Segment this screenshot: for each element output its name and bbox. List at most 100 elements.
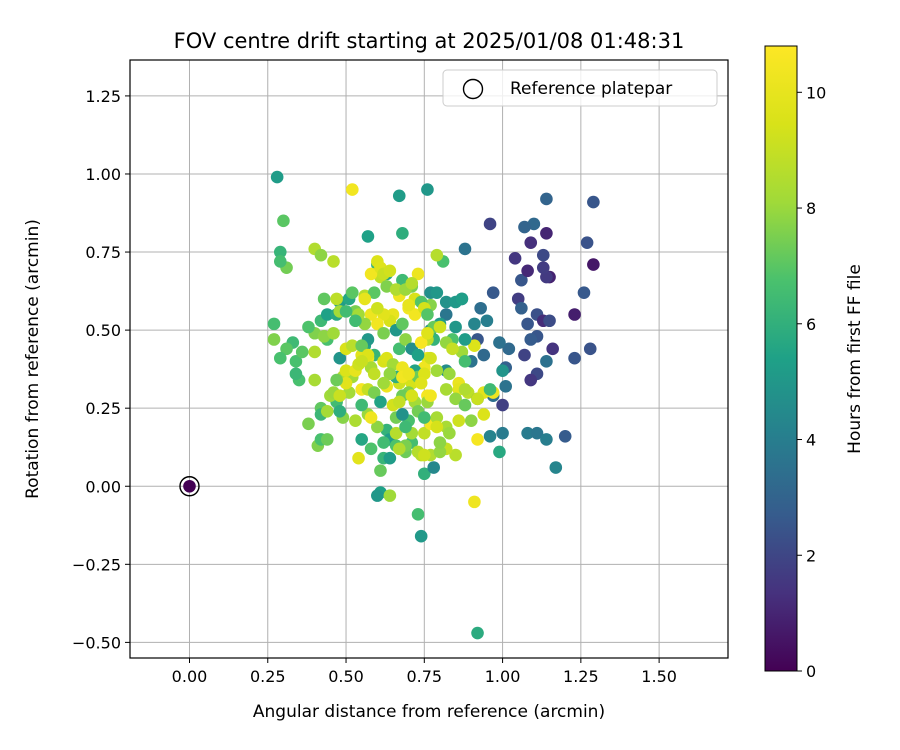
data-point: [477, 408, 491, 421]
data-point: [443, 426, 456, 440]
data-point: [314, 248, 328, 262]
data-point: [543, 314, 556, 328]
x-tick-label: 0.00: [172, 667, 208, 686]
x-tick-label: 1.00: [485, 667, 521, 686]
data-point: [418, 467, 431, 481]
data-point: [339, 364, 353, 378]
data-point: [302, 320, 315, 334]
data-point: [392, 395, 406, 409]
data-point: [480, 314, 494, 328]
data-point: [402, 367, 415, 381]
data-point: [367, 286, 381, 299]
y-tick-label: 0.00: [85, 477, 121, 496]
data-point: [458, 383, 472, 396]
data-point: [439, 295, 453, 309]
data-point: [402, 298, 415, 312]
plot-frame: [129, 59, 729, 659]
data-point: [483, 217, 497, 231]
data-point: [289, 355, 303, 368]
data-point: [421, 183, 434, 196]
colorbar-tick-label: 6: [806, 315, 816, 334]
data-point: [483, 383, 497, 396]
data-point: [452, 414, 466, 427]
data-point: [396, 227, 409, 240]
data-point: [367, 367, 381, 381]
data-point: [411, 348, 425, 362]
data-point: [424, 351, 437, 365]
data-point: [355, 398, 368, 412]
colorbar-tick-label: 4: [806, 431, 816, 450]
colorbar: 0 2 4 6 8 10 Hours from first FF file: [764, 45, 865, 681]
colorbar-ticks: 0 2 4 6 8 10: [797, 83, 826, 681]
data-point: [392, 442, 406, 456]
y-tick-label: 1.25: [85, 87, 121, 106]
legend-box: [442, 69, 718, 107]
x-axis-label: Angular distance from reference (arcmin): [253, 702, 605, 722]
data-point: [364, 411, 378, 424]
data-point: [549, 461, 563, 474]
data-point: [389, 283, 403, 296]
data-point: [508, 251, 522, 265]
data-point: [399, 333, 412, 346]
data-point: [377, 376, 390, 390]
data-point: [383, 264, 397, 278]
data-point: [333, 389, 347, 402]
data-point: [345, 339, 359, 353]
data-point: [458, 333, 472, 346]
data-point: [355, 433, 368, 446]
legend-label: Reference platepar: [510, 79, 672, 99]
data-point: [367, 386, 381, 399]
data-point: [364, 267, 378, 281]
x-tick-label: 1.50: [641, 667, 677, 686]
data-point: [433, 320, 447, 334]
data-point: [320, 308, 334, 321]
data-point: [383, 451, 397, 465]
x-tick-label: 1.25: [563, 667, 599, 686]
data-point: [443, 367, 456, 381]
data-point: [333, 405, 347, 418]
data-point: [317, 292, 331, 306]
data-point: [521, 264, 534, 278]
x-tick-label: 0.50: [328, 667, 364, 686]
data-point: [449, 320, 462, 334]
reference-point-ring: [179, 476, 200, 497]
data-point: [289, 367, 303, 381]
data-point: [396, 408, 409, 421]
data-point: [374, 464, 387, 477]
data-point: [320, 433, 334, 446]
data-point: [392, 342, 406, 356]
y-tick-label: 0.75: [85, 243, 121, 262]
data-point: [427, 461, 440, 474]
data-point: [302, 417, 315, 431]
reference-marker: [179, 476, 200, 497]
grid-lines: [130, 60, 728, 658]
data-point: [446, 342, 459, 356]
data-point: [371, 301, 384, 315]
data-point: [392, 189, 406, 203]
data-point: [518, 348, 531, 362]
data-point: [468, 317, 481, 331]
data-point: [418, 426, 431, 440]
data-point: [439, 383, 453, 396]
data-point: [330, 373, 343, 387]
data-point: [396, 317, 409, 331]
data-point: [308, 373, 322, 387]
data-point: [411, 508, 425, 521]
data-point: [458, 242, 472, 256]
x-tick-label: 0.75: [406, 667, 442, 686]
data-point: [536, 248, 550, 262]
data-point: [383, 489, 397, 502]
data-point: [540, 433, 553, 446]
reference-point: [183, 479, 196, 493]
data-point: [364, 442, 378, 456]
data-point: [568, 308, 581, 321]
data-point: [280, 342, 293, 356]
data-point: [273, 245, 287, 259]
legend: Reference platepar: [442, 69, 718, 107]
data-point: [295, 345, 309, 359]
data-point: [583, 342, 597, 356]
data-point: [471, 392, 484, 406]
data-point: [267, 317, 281, 331]
data-point: [430, 420, 444, 434]
data-point: [345, 183, 359, 196]
